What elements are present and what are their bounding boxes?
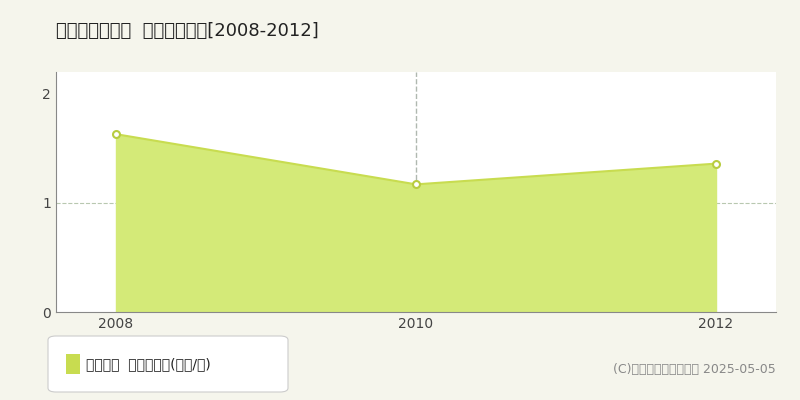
Text: (C)土地価格ドットコム 2025-05-05: (C)土地価格ドットコム 2025-05-05 (614, 363, 776, 376)
Text: 土地価格  平均坪単価(万円/坪): 土地価格 平均坪単価(万円/坪) (86, 357, 211, 371)
Text: 五所川原市太田  土地価格推移[2008-2012]: 五所川原市太田 土地価格推移[2008-2012] (56, 22, 318, 40)
